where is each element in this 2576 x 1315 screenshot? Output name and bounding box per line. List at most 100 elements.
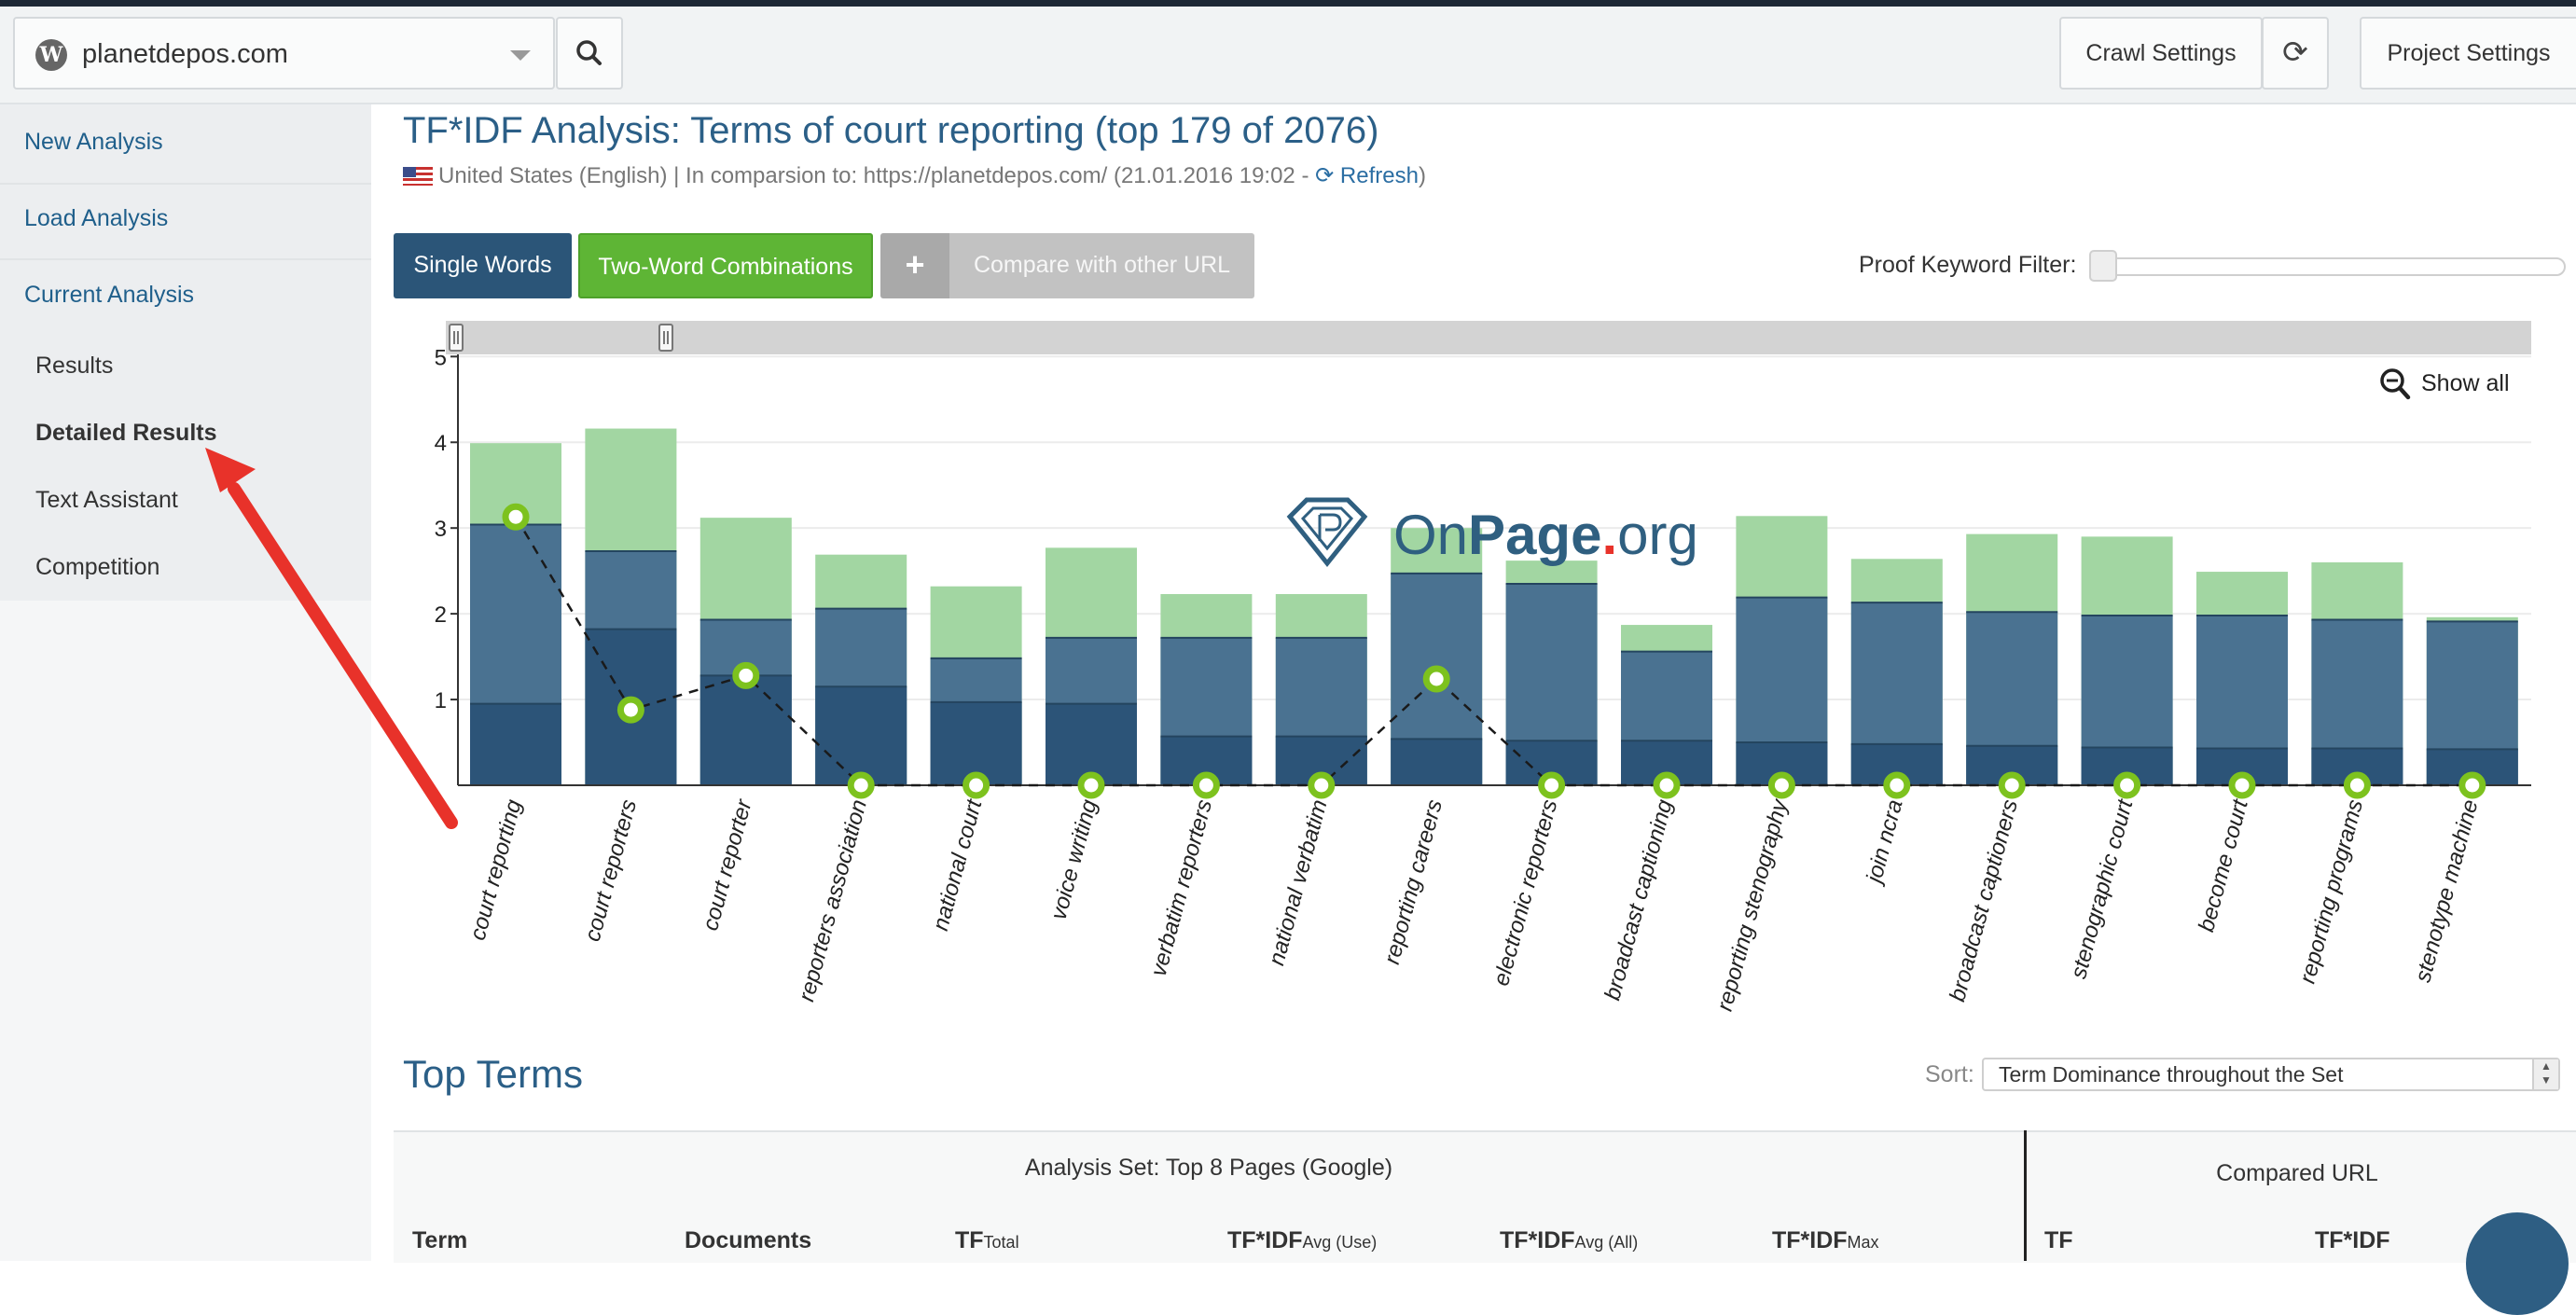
crawl-settings-button[interactable]: Crawl Settings	[2059, 17, 2263, 90]
col-compared-tfidf[interactable]: TF*IDF	[2315, 1227, 2390, 1253]
col-compared-tf[interactable]: TF	[2044, 1227, 2073, 1253]
refresh-icon: ⟳	[2282, 35, 2308, 69]
sidebar-item-current-analysis[interactable]: Current Analysis	[24, 282, 195, 308]
y-tick-label: 4	[435, 431, 447, 456]
y-tick-label: 3	[435, 517, 447, 542]
trend-point	[1308, 771, 1336, 799]
x-tick-label: join ncra	[1861, 797, 1907, 889]
search-button[interactable]	[556, 17, 623, 90]
x-tick-label: reporters association	[794, 797, 872, 1004]
trend-point	[2113, 771, 2141, 799]
gridlines	[458, 355, 2531, 701]
two-word-combinations-button[interactable]: Two-Word Combinations	[578, 233, 873, 298]
x-tick-label: national verbatim	[1264, 797, 1332, 969]
x-tick-label: reporting programs	[2295, 797, 2369, 987]
x-tick-label: court reporter	[698, 796, 757, 934]
bar-dark	[1391, 739, 1483, 785]
col-tf-total[interactable]: TFTotal	[955, 1227, 1019, 1253]
refresh-icon: ⟳	[1315, 163, 1335, 188]
chevron-updown-icon: ▲ ▼	[2532, 1059, 2558, 1089]
trend-point	[1883, 771, 1911, 799]
x-tick-label: voice writing	[1046, 796, 1102, 922]
onpage-watermark: OnPage.org	[1286, 497, 1698, 568]
show-all-label: Show all	[2421, 370, 2510, 396]
sidebar-item-competition[interactable]: Competition	[35, 554, 160, 580]
comparison-info: | In comparsion to: https://planetdepos.…	[673, 163, 1309, 188]
zoom-out-icon	[2380, 368, 2411, 400]
x-axis-labels: court reporting court reporters court repo…	[465, 796, 2484, 1014]
page-title: TF*IDF Analysis: Terms of court reportin…	[403, 110, 1379, 151]
plus-icon[interactable]: +	[880, 233, 949, 298]
sidebar-item-detailed-results[interactable]: Detailed Results	[35, 420, 217, 446]
trend-point	[847, 771, 875, 799]
col-tfidf-avg-use[interactable]: TF*IDFAvg (Use)	[1227, 1227, 1378, 1253]
trend-point	[2458, 771, 2486, 799]
col-term[interactable]: Term	[412, 1227, 468, 1253]
trend-point	[1998, 771, 2026, 799]
top-terms-title: Top Terms	[403, 1052, 583, 1096]
y-tick-label: 2	[435, 602, 447, 628]
x-tick-label: become court	[2194, 796, 2253, 934]
col-tfidf-max[interactable]: TF*IDFMax	[1772, 1227, 1879, 1253]
trend-point	[1077, 771, 1105, 799]
compare-url-button[interactable]: Compare with other URL	[949, 233, 1254, 298]
trend-point	[1192, 771, 1220, 799]
range-handle-left[interactable]	[449, 324, 464, 352]
x-tick-label: national court	[928, 796, 988, 933]
compared-url-header: Compared URL	[2216, 1160, 2378, 1186]
trend-point	[2343, 771, 2371, 799]
trend-point	[963, 771, 990, 799]
y-tick-label: 1	[435, 688, 447, 713]
sidebar-item-results[interactable]: Results	[35, 353, 114, 379]
svg-text:OnPage.org: OnPage.org	[1393, 504, 1698, 566]
x-tick-label: stenographic court	[2066, 796, 2139, 981]
search-icon	[576, 40, 602, 65]
show-all-button[interactable]: Show all	[2380, 368, 2510, 400]
x-tick-label: court reporters	[580, 797, 642, 945]
x-tick-label: stenotype machine	[2410, 797, 2483, 986]
range-handle-right[interactable]	[658, 324, 673, 352]
x-tick-label: electronic reporters	[1489, 797, 1562, 989]
analysis-subtitle: United States (English) | In comparsion …	[403, 162, 1426, 189]
trend-point	[1653, 771, 1681, 799]
bar-dark	[470, 703, 561, 785]
x-tick-label: court reporting	[465, 796, 527, 943]
top-strip	[0, 0, 2576, 7]
trend-point	[1422, 665, 1450, 693]
y-axis-ticks: 1 2 3 4 5	[435, 345, 458, 713]
bars	[470, 428, 2518, 785]
x-tick-label: reporting stenography	[1712, 796, 1794, 1014]
range-navigator[interactable]	[446, 321, 2531, 354]
col-documents[interactable]: Documents	[685, 1227, 812, 1253]
annotation-arrow	[205, 448, 458, 829]
sidebar-item-new-analysis[interactable]: New Analysis	[24, 129, 163, 155]
scroll-to-top-button[interactable]	[2466, 1212, 2569, 1315]
trend-point	[1538, 771, 1566, 799]
proof-keyword-slider-handle[interactable]	[2089, 250, 2117, 282]
project-settings-button[interactable]: Project Settings	[2360, 17, 2576, 90]
project-name: planetdepos.com	[82, 39, 288, 69]
refresh-button[interactable]: ⟳	[2262, 17, 2329, 90]
project-select[interactable]: W planetdepos.com	[13, 17, 555, 90]
trend-point	[2228, 771, 2256, 799]
sidebar-item-load-analysis[interactable]: Load Analysis	[24, 205, 169, 231]
sort-label: Sort:	[1925, 1061, 1974, 1087]
sort-select[interactable]: Term Dominance throughout the Set ▲ ▼	[1982, 1058, 2560, 1091]
divider	[0, 183, 371, 185]
trend-point	[1767, 771, 1795, 799]
col-tfidf-avg-all[interactable]: TF*IDFAvg (All)	[1500, 1227, 1639, 1253]
chevron-down-icon	[510, 50, 531, 61]
bar-dark	[815, 686, 907, 785]
bar-dark	[930, 701, 1022, 785]
trend-point	[616, 696, 644, 724]
sidebar-item-text-assistant[interactable]: Text Assistant	[35, 487, 178, 513]
us-flag-icon	[403, 167, 433, 186]
refresh-link[interactable]: ⟳ Refresh	[1315, 163, 1419, 188]
single-words-button[interactable]: Single Words	[394, 233, 572, 298]
proof-keyword-filter-label: Proof Keyword Filter:	[1859, 252, 2077, 278]
trend-points	[502, 503, 2486, 799]
divider	[0, 258, 371, 260]
trend-point	[502, 503, 530, 531]
x-tick-label: verbatim reporters	[1146, 797, 1217, 979]
